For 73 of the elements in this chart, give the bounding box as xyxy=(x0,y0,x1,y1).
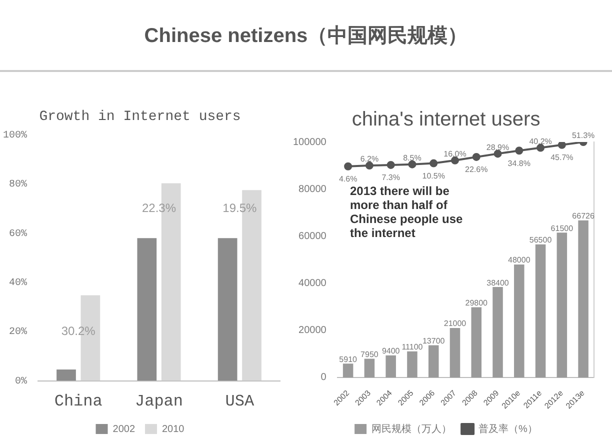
annotation: 30.2% xyxy=(61,324,96,338)
y-tick-label: 60000 xyxy=(298,230,327,242)
data-label: 22.6% xyxy=(465,165,488,174)
legend-label: 2002 xyxy=(112,424,136,435)
data-label: 7.3% xyxy=(382,173,400,182)
bar xyxy=(407,351,418,378)
point xyxy=(472,152,480,161)
x-tick-label: USA xyxy=(225,392,254,411)
data-label: 4.6% xyxy=(338,174,358,184)
point xyxy=(344,162,352,170)
y-tick-label: 40% xyxy=(8,278,28,290)
y-tick-label: 100% xyxy=(2,130,28,142)
bar xyxy=(342,364,354,378)
data-label: 66726 xyxy=(572,212,595,221)
data-label: 28.9% xyxy=(486,142,510,152)
y-tick-label: 100000 xyxy=(292,136,327,148)
point xyxy=(365,162,374,170)
y-tick-label: 40000 xyxy=(298,278,327,290)
data-label: 11100 xyxy=(402,342,424,352)
bar xyxy=(428,345,439,378)
point xyxy=(430,159,438,168)
data-label: 56500 xyxy=(529,236,552,245)
annotation: 2013 there will be more than half of Chinese people use the internet xyxy=(350,184,464,240)
bar xyxy=(450,328,460,378)
point xyxy=(450,156,459,164)
x-tick-label: China xyxy=(54,392,103,411)
y-tick-label: 20% xyxy=(8,327,28,338)
y-tick-label: 0% xyxy=(14,376,28,388)
point xyxy=(558,142,566,149)
annotation: 19.5% xyxy=(222,200,258,215)
y-tick-label: 60% xyxy=(8,228,28,240)
bar xyxy=(364,358,375,378)
bar xyxy=(471,307,482,378)
data-label: 38400 xyxy=(486,278,510,288)
point xyxy=(386,160,395,169)
bar xyxy=(514,264,524,378)
data-label: 61500 xyxy=(550,224,574,233)
bar xyxy=(556,232,568,378)
bar xyxy=(386,355,396,378)
legend-label: 网民规模（万人） xyxy=(372,422,452,435)
legend-label: 2010 xyxy=(162,424,185,435)
data-label: 51.3% xyxy=(572,131,595,140)
data-label: 16.0% xyxy=(444,150,466,159)
y-tick-label: 0 xyxy=(320,372,327,384)
bar xyxy=(578,220,588,378)
data-label: 5910 xyxy=(339,354,358,364)
point xyxy=(515,146,524,155)
data-label: 21000 xyxy=(444,319,467,328)
data-label: 48000 xyxy=(508,256,531,265)
bar xyxy=(137,238,157,381)
chart-title: china's internet users xyxy=(352,108,540,131)
data-label: 13700 xyxy=(422,336,446,346)
data-label: 6.2% xyxy=(360,154,379,164)
data-label: 29800 xyxy=(465,298,488,308)
x-tick-label: Japan xyxy=(134,392,184,411)
legend-label: 普及率（%） xyxy=(478,422,538,435)
data-label: 9400 xyxy=(382,346,400,356)
bar xyxy=(535,244,546,378)
bar xyxy=(492,287,503,378)
bar xyxy=(218,238,238,381)
data-label: 10.5% xyxy=(422,171,445,180)
data-label: 40.2% xyxy=(529,136,552,146)
bar xyxy=(56,369,76,381)
annotation: 22.3% xyxy=(142,200,176,215)
y-tick-label: 80% xyxy=(8,180,28,191)
text: Chinese netizens（中国网民规模） xyxy=(144,24,468,48)
data-label: 45.7% xyxy=(550,153,574,162)
data-label: 34.8% xyxy=(508,158,530,168)
data-label: 8.5% xyxy=(403,154,422,163)
chart-title: Growth in Internet users xyxy=(39,109,241,126)
y-tick-label: 20000 xyxy=(298,325,327,336)
y-tick-label: 80000 xyxy=(298,184,327,195)
data-label: 7950 xyxy=(360,350,379,359)
